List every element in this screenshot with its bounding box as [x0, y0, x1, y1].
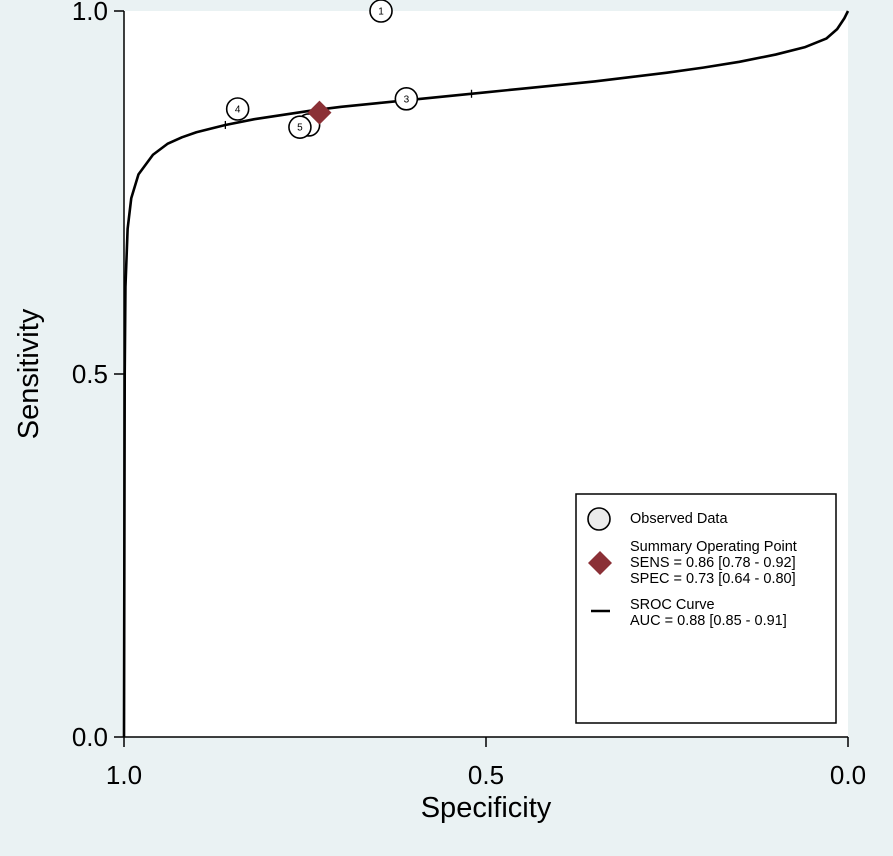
legend-circle-symbol	[587, 507, 611, 531]
y-tick-label: 0.0	[72, 722, 108, 752]
study-label: 4	[235, 105, 241, 116]
legend-entry-text: SPEC = 0.73 [0.64 - 0.80]	[630, 571, 796, 587]
legend-entry-text: SENS = 0.86 [0.78 - 0.92]	[630, 555, 796, 571]
legend-box	[575, 493, 837, 724]
legend: Observed Data Summary Operating PointSENS…	[575, 493, 837, 724]
study-marker	[288, 115, 312, 139]
y-axis-title: Sensitivity	[13, 308, 45, 439]
y-tick-label: 1.0	[72, 0, 108, 26]
study-point: 1	[369, 0, 393, 23]
tick-labels: 0.0 0.5 1.0 1.0 0.5 0.0	[72, 0, 866, 790]
study-marker	[225, 97, 250, 121]
summary-point-group	[307, 100, 332, 125]
study-point: 4	[225, 97, 250, 121]
study-marker	[394, 87, 419, 111]
study-point: 5	[288, 115, 312, 139]
x-tick-label: 1.0	[106, 760, 142, 790]
study-point: 3	[394, 87, 419, 111]
x-tick-label: 0.0	[830, 760, 866, 790]
x-tick-label: 0.5	[468, 760, 504, 790]
legend-entry-text: SROC Curve	[630, 597, 715, 613]
study-label: 3	[404, 94, 410, 105]
x-axis-title: Specificity	[421, 792, 552, 824]
study-points: 12345	[225, 0, 419, 139]
legend-entry-text: Summary Operating Point	[630, 539, 797, 555]
y-tick-label: 0.5	[72, 359, 108, 389]
legend-entry-text: AUC = 0.88 [0.85 - 0.91]	[630, 613, 787, 629]
study-label: 5	[297, 123, 303, 134]
legend-entry-text: Observed Data	[630, 511, 728, 527]
study-label: 1	[378, 7, 384, 18]
summary-point	[307, 100, 332, 125]
legend-diamond-symbol	[588, 551, 612, 575]
study-marker	[369, 0, 393, 23]
